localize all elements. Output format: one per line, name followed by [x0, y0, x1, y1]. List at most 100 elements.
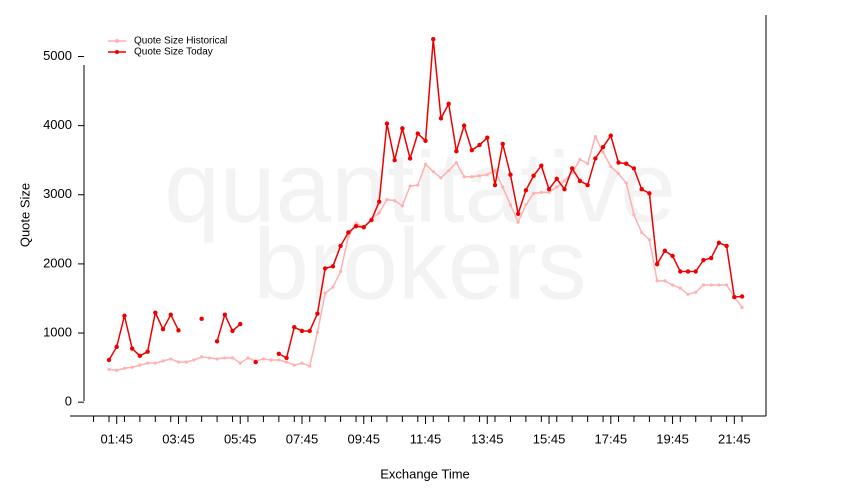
data-point: [153, 310, 158, 315]
data-point: [670, 253, 675, 259]
data-point: [161, 359, 165, 363]
data-point: [640, 230, 644, 235]
x-tick-label: 07:45: [286, 431, 319, 446]
x-tick-label: 09:45: [347, 431, 380, 446]
data-point: [678, 269, 683, 274]
data-point: [740, 305, 744, 310]
data-point: [577, 178, 583, 184]
data-point: [416, 183, 420, 187]
watermark: quantitative: [164, 131, 675, 243]
data-point: [431, 169, 435, 174]
data-point: [176, 328, 181, 333]
y-tick-label: 1000: [43, 324, 72, 339]
data-point: [686, 292, 690, 296]
data-point: [315, 330, 320, 334]
data-point: [531, 173, 536, 178]
data-point: [415, 131, 420, 136]
data-point: [431, 36, 436, 42]
data-point: [609, 164, 613, 169]
legend-marker: [115, 39, 119, 43]
data-point: [299, 328, 305, 334]
data-point: [146, 361, 150, 365]
data-point: [539, 163, 544, 168]
data-point: [647, 191, 652, 196]
data-point: [207, 356, 211, 360]
data-point: [292, 324, 297, 330]
data-point: [516, 220, 520, 224]
data-point: [601, 150, 605, 154]
data-point: [331, 285, 335, 289]
data-point: [647, 238, 652, 242]
series-line: [216, 312, 241, 342]
data-point: [485, 173, 489, 177]
data-point: [701, 283, 706, 287]
data-point: [330, 264, 336, 269]
data-point: [524, 203, 528, 207]
data-point: [269, 358, 273, 362]
data-point: [230, 328, 235, 334]
data-point: [276, 351, 282, 356]
data-point: [639, 187, 644, 192]
data-point: [624, 181, 628, 185]
data-point: [230, 356, 235, 360]
series-line: [108, 310, 180, 361]
y-tick-label: 4000: [43, 117, 72, 132]
data-point: [199, 316, 204, 322]
watermark: brokers: [253, 208, 586, 320]
data-point: [501, 185, 505, 189]
data-point: [547, 190, 551, 194]
data-point: [384, 121, 390, 126]
data-point: [130, 365, 134, 369]
data-point: [454, 149, 459, 154]
data-point: [586, 162, 590, 166]
data-point: [223, 356, 227, 360]
data-point: [169, 357, 173, 361]
data-point: [308, 364, 312, 368]
data-point: [523, 188, 529, 193]
data-point: [469, 147, 475, 153]
data-point: [145, 349, 150, 354]
data-point: [600, 144, 606, 150]
data-point: [400, 204, 404, 208]
data-point: [377, 211, 381, 215]
data-point: [539, 190, 543, 194]
data-point: [339, 269, 343, 274]
data-point: [438, 116, 444, 121]
data-point: [184, 360, 188, 364]
y-tick-label: 3000: [43, 186, 72, 201]
x-tick-label: 15:45: [533, 431, 566, 446]
legend-label: Quote Size Today: [134, 47, 213, 58]
data-point: [717, 283, 721, 287]
data-point: [192, 358, 196, 362]
data-point: [678, 286, 682, 290]
data-point: [562, 187, 567, 192]
data-point: [724, 243, 729, 249]
legend-label: Quote Size Historical: [134, 36, 227, 47]
data-point: [176, 360, 181, 364]
data-point: [500, 141, 505, 147]
data-point: [624, 161, 629, 166]
data-point: [461, 123, 467, 128]
data-point: [307, 328, 312, 334]
data-point: [655, 279, 659, 283]
data-point: [315, 311, 320, 316]
data-point: [238, 321, 243, 327]
data-point: [160, 327, 166, 332]
x-tick-label: 19:45: [656, 431, 689, 446]
y-tick-label: 0: [65, 394, 72, 409]
data-point: [515, 211, 521, 216]
data-point: [138, 363, 142, 367]
data-point: [708, 255, 714, 261]
x-tick-label: 05:45: [224, 431, 257, 446]
x-tick-label: 17:45: [595, 431, 628, 446]
data-point: [462, 175, 466, 179]
data-point: [323, 291, 327, 295]
data-point: [277, 358, 281, 362]
y-axis-title: Quote Size: [17, 183, 32, 247]
data-point: [477, 174, 482, 178]
data-point: [447, 168, 451, 173]
data-point: [246, 356, 250, 360]
data-point: [300, 361, 304, 365]
data-point: [284, 355, 289, 361]
data-point: [508, 203, 513, 207]
